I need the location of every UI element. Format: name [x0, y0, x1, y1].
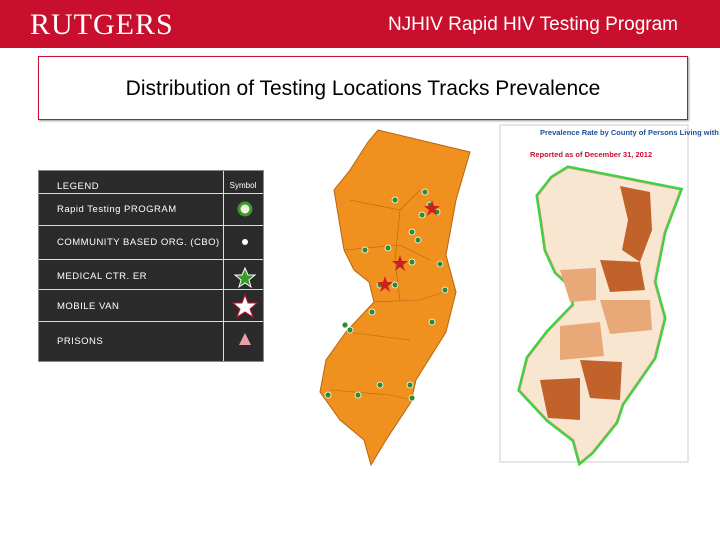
row-line	[39, 259, 263, 260]
legend-row: PRISONS	[57, 336, 104, 347]
slide-title: Distribution of Testing Locations Tracks…	[125, 77, 601, 100]
legend-symbols	[231, 201, 259, 345]
legend-row: Rapid Testing PROGRAM	[57, 204, 177, 215]
logo: RUTGERS	[30, 8, 174, 41]
nj-map	[319, 129, 471, 467]
testing-map	[319, 129, 471, 467]
legend-row: MOBILE VAN	[57, 301, 120, 312]
symbol-heading: Symbol	[229, 181, 257, 190]
star-markers	[377, 200, 440, 292]
cbo-symbol	[242, 239, 248, 245]
program-name: NJHIV Rapid HIV Testing Program	[387, 14, 678, 35]
high-prevalence	[540, 186, 652, 420]
row-line	[39, 289, 263, 290]
program-symbol	[237, 201, 253, 217]
legend-heading: LEGEND	[57, 181, 100, 192]
title-box: Distribution of Testing Locations Tracks…	[38, 56, 688, 120]
prison-symbol	[239, 333, 251, 345]
map-subtitle: Reported as of December 31, 2012	[530, 150, 652, 159]
legend-row: MEDICAL CTR. ER	[57, 271, 148, 282]
legend-table: LEGEND Symbol Rapid Testing PROGRAM COMM…	[38, 170, 264, 362]
mid-prevalence	[560, 268, 652, 360]
column-divider	[223, 171, 224, 361]
header-bar: RUTGERS NJHIV Rapid HIV Testing Program	[0, 0, 720, 48]
prevalence-map: Prevalence Rate by County of Persons Liv…	[499, 124, 720, 467]
row-line	[39, 193, 263, 194]
county-lines	[329, 189, 451, 401]
row-line	[39, 225, 263, 226]
row-line	[39, 321, 263, 322]
er-symbol	[233, 266, 257, 289]
legend-row: COMMUNITY BASED ORG. (CBO)	[57, 237, 220, 248]
map-title: Prevalence Rate by County of Persons Liv…	[540, 128, 720, 137]
van-symbol	[231, 293, 259, 319]
